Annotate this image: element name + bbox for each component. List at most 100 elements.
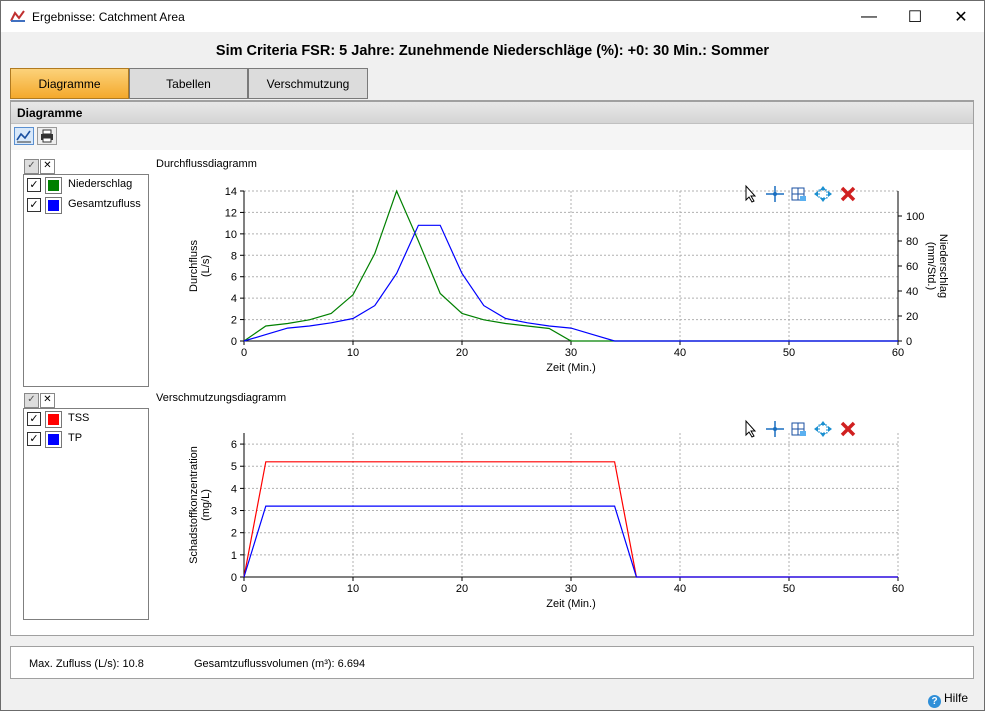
y2-tick-label: 60: [906, 261, 918, 273]
y-tick-label: 1: [231, 550, 237, 562]
close-icon[interactable]: [840, 186, 856, 202]
legend-checkbox[interactable]: ✓: [27, 178, 41, 192]
line-chart-icon: [16, 130, 31, 143]
y2-tick-label: 20: [906, 311, 918, 323]
color-swatch[interactable]: [45, 177, 62, 194]
crosshair-icon[interactable]: [766, 421, 784, 437]
tab-tabellen[interactable]: Tabellen: [129, 68, 248, 99]
deselect-all-button[interactable]: ✕: [40, 393, 55, 408]
close-button[interactable]: ✕: [954, 8, 968, 26]
simulation-title: Sim Criteria FSR: 5 Jahre: Zunehmende Ni…: [215, 43, 770, 59]
legend-item-tp[interactable]: ✓ TP: [27, 431, 147, 448]
x-tick-label: 20: [456, 583, 468, 595]
x-tick-label: 20: [456, 347, 468, 359]
y-tick-label: 0: [231, 336, 237, 348]
tab-verschmutzung[interactable]: Verschmutzung: [248, 68, 368, 99]
y-tick-label: 2: [231, 315, 237, 327]
y2-axis-label: Niederschlag(mm/Std.): [925, 234, 949, 298]
y2-tick-label: 40: [906, 286, 918, 298]
legend-item-niederschlag[interactable]: ✓ Niederschlag: [27, 177, 147, 194]
x-tick-label: 60: [892, 583, 904, 595]
status-bar: Max. Zufluss (L/s): 10.8 Gesamtzuflussvo…: [10, 646, 974, 679]
diagram-toolbar: [11, 124, 973, 150]
y-tick-label: 2: [231, 528, 237, 540]
minimize-button[interactable]: —: [861, 7, 877, 25]
y-tick-label: 14: [225, 186, 237, 198]
x-tick-label: 30: [565, 347, 577, 359]
x-tick-label: 40: [674, 583, 686, 595]
print-button[interactable]: [37, 127, 57, 145]
flow-chart-title: Durchflussdiagramm: [156, 158, 257, 170]
legend-item-gesamtzufluss[interactable]: ✓ Gesamtzufluss: [27, 197, 147, 214]
pointer-icon[interactable]: [745, 184, 757, 203]
legend-checkbox[interactable]: ✓: [27, 198, 41, 212]
flow-legend: ✓ Niederschlag ✓ Gesamtzufluss: [23, 174, 149, 387]
x-tick-label: 0: [241, 347, 247, 359]
y-tick-label: 6: [231, 272, 237, 284]
color-swatch[interactable]: [45, 197, 62, 214]
legend-label: TP: [68, 432, 83, 444]
x-tick-label: 40: [674, 347, 686, 359]
y-tick-label: 3: [231, 506, 237, 518]
y-tick-label: 12: [225, 207, 237, 219]
legend-label: Gesamtzufluss: [68, 198, 141, 210]
help-label: Hilfe: [944, 691, 969, 705]
series-line-gesamtzufluss: [243, 224, 898, 342]
section-title: Diagramme: [17, 106, 83, 120]
legend-checkbox[interactable]: ✓: [27, 432, 41, 446]
select-all-button[interactable]: ✓: [24, 393, 39, 408]
section-header: Diagramme: [11, 102, 973, 124]
window-title: Ergebnisse: Catchment Area: [32, 10, 185, 24]
select-all-button[interactable]: ✓: [24, 159, 39, 174]
pan-icon[interactable]: [814, 421, 832, 437]
color-swatch[interactable]: [45, 411, 62, 428]
x-tick-label: 30: [565, 583, 577, 595]
y-tick-label: 0: [231, 572, 237, 584]
deselect-all-button[interactable]: ✕: [40, 159, 55, 174]
y2-tick-label: 0: [906, 336, 912, 348]
y-axis-label: Schadstoffkonzentration(mg/L): [188, 446, 212, 564]
y2-tick-label: 100: [906, 211, 924, 223]
x-tick-label: 10: [347, 583, 359, 595]
diagram-panel: Diagramme ✓ ✕ ✓: [10, 101, 974, 636]
series-line-tp: [243, 505, 898, 578]
close-icon[interactable]: [840, 421, 856, 437]
pan-icon[interactable]: [814, 186, 832, 202]
series-line-tss: [243, 461, 898, 578]
y2-tick-label: 80: [906, 236, 918, 248]
tab-diagramme[interactable]: Diagramme: [10, 68, 129, 99]
y-axis-label: Durchfluss(L/s): [188, 240, 212, 292]
zoom-icon[interactable]: [791, 187, 806, 201]
total-volume-text: Gesamtzuflussvolumen (m³): 6.694: [194, 658, 366, 670]
printer-icon: [41, 129, 53, 143]
help-button[interactable]: ? Hilfe: [928, 691, 968, 708]
x-axis-label: Zeit (Min.): [546, 362, 596, 374]
pollution-legend-controls: ✓ ✕: [24, 393, 64, 409]
x-tick-label: 0: [241, 583, 247, 595]
line-chart-button[interactable]: [14, 127, 34, 145]
pointer-icon[interactable]: [745, 419, 757, 438]
max-flow-text: Max. Zufluss (L/s): 10.8: [29, 658, 144, 670]
legend-checkbox[interactable]: ✓: [27, 412, 41, 426]
flow-legend-controls: ✓ ✕: [24, 159, 64, 175]
color-swatch[interactable]: [45, 431, 62, 448]
y-tick-label: 6: [231, 439, 237, 451]
legend-item-tss[interactable]: ✓ TSS: [27, 411, 147, 428]
x-tick-label: 50: [783, 347, 795, 359]
zoom-icon[interactable]: [791, 422, 806, 436]
flow-chart: 0 10 20 30 40 50 6002468101214020406080100Zeit…: [188, 184, 949, 610]
x-tick-label: 60: [892, 347, 904, 359]
crosshair-icon[interactable]: [766, 186, 784, 202]
x-tick-label: 10: [347, 347, 359, 359]
legend-label: Niederschlag: [68, 178, 133, 190]
y-tick-label: 8: [231, 250, 237, 262]
y-tick-label: 5: [231, 461, 237, 473]
x-tick-label: 50: [783, 583, 795, 595]
maximize-button[interactable]: ☐: [907, 8, 923, 26]
y-tick-label: 4: [231, 483, 237, 495]
y-tick-label: 10: [225, 229, 237, 241]
pollution-chart-title: Verschmutzungsdiagramm: [156, 392, 287, 404]
pollution-legend: ✓ TSS ✓ TP: [23, 408, 149, 620]
y-tick-label: 4: [231, 293, 237, 305]
